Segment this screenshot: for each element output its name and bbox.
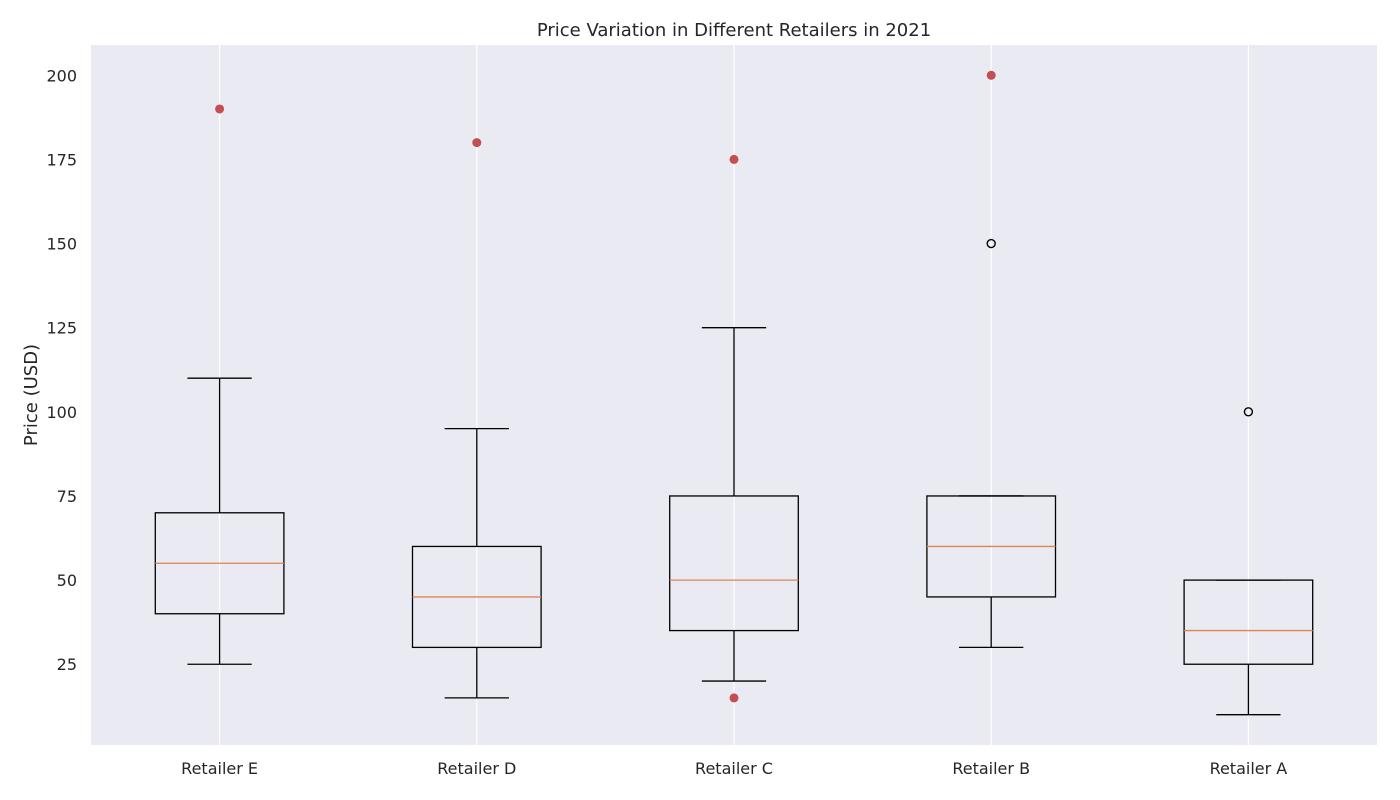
y-tick-label: 200 xyxy=(46,66,77,85)
boxes xyxy=(154,327,1314,716)
highlighted-point xyxy=(729,154,739,164)
y-tick-label: 100 xyxy=(46,403,77,422)
x-tick-label: Retailer A xyxy=(1210,759,1288,778)
y-tick-label: 150 xyxy=(46,235,77,254)
box-retailer-b xyxy=(926,495,1057,649)
highlighted-point xyxy=(215,104,225,114)
chart-title: Price Variation in Different Retailers i… xyxy=(537,20,931,41)
y-axis-title: Price (USD) xyxy=(21,344,42,446)
highlighted-point xyxy=(986,70,996,80)
box-iqr xyxy=(669,495,799,632)
highlighted-point xyxy=(729,693,739,703)
outlier-point xyxy=(1243,407,1254,417)
y-tick-label: 50 xyxy=(57,571,77,590)
x-tick-label: Retailer B xyxy=(952,759,1030,778)
y-tick-label: 75 xyxy=(57,487,77,506)
box-iqr xyxy=(1183,579,1314,665)
y-tick-label: 175 xyxy=(46,150,77,169)
points xyxy=(215,70,1254,703)
x-tick-labels: Retailer E Retailer D Retailer C Retailer B… xyxy=(181,759,1287,778)
x-tick-label: Retailer C xyxy=(695,759,773,778)
y-tick-label: 25 xyxy=(57,655,77,674)
y-tick-label: 125 xyxy=(46,319,77,338)
box-retailer-d xyxy=(411,428,542,699)
box-retailer-a xyxy=(1183,579,1314,716)
box-retailer-e xyxy=(154,377,285,665)
x-tick-label: Retailer D xyxy=(437,759,516,778)
outlier-point xyxy=(986,238,996,249)
y-tick-labels: 25 50 75 100 125 150 175 200 xyxy=(46,66,77,674)
highlighted-point xyxy=(472,138,482,148)
x-tick-label: Retailer E xyxy=(181,759,258,778)
box-retailer-c xyxy=(669,327,799,682)
